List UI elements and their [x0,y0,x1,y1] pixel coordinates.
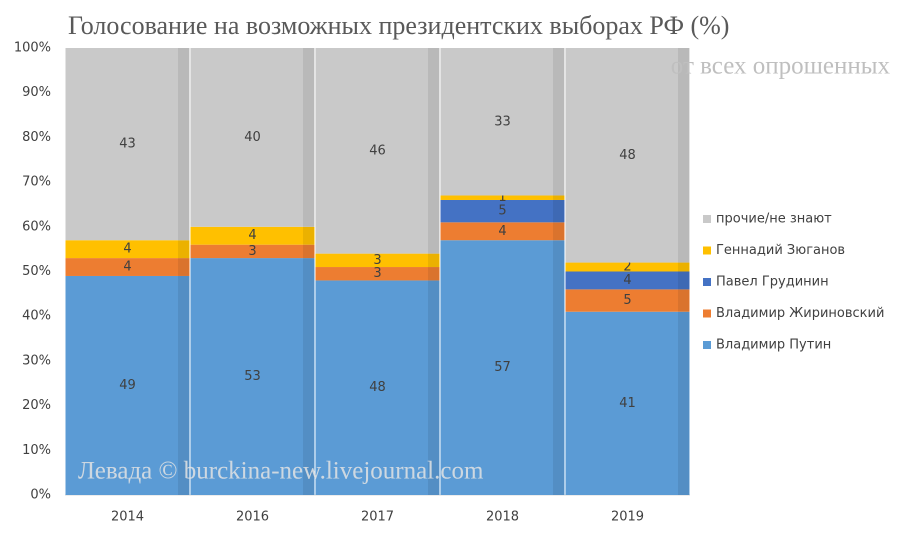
bar-segment [440,48,565,196]
bar-shade [303,244,314,259]
bar-segment [190,48,315,227]
bar-shade [303,48,314,227]
bar-shade [428,280,439,495]
data-label: 46 [369,143,386,158]
data-label: 4 [248,228,256,243]
bar-segment [565,311,690,495]
watermark: Левада © burckina-new.livejournal.com [78,458,484,485]
bar-segment [315,48,440,254]
legend-label: Владимир Жириновский [716,306,884,321]
bar-segment [65,240,190,259]
bar-shade [553,48,564,196]
bar-segment [65,48,190,241]
bar-segment [440,222,565,241]
bar-segment [565,262,690,272]
data-label: 3 [373,266,381,281]
bar-segment [315,280,440,495]
legend-swatch [703,215,711,223]
bar-segment [315,253,440,268]
bar-segment [565,271,690,290]
bar-shade [678,271,689,290]
bar-shade [428,48,439,254]
data-label: 48 [369,380,386,395]
data-label: 5 [498,204,506,219]
chart-title: Голосование на возможных президентских в… [68,11,729,40]
bar-shade [178,258,189,276]
bar-segment [315,267,440,281]
bar-segment [65,275,190,495]
data-label: 53 [244,369,261,384]
y-tick-label: 80% [22,130,51,145]
plot-area: 0%10%20%30%40%50%60%70%80%90%100%4944432… [14,41,885,525]
y-tick-label: 40% [22,309,51,324]
data-label: 5 [623,293,631,308]
data-label: 4 [498,224,506,239]
legend-swatch [703,309,711,318]
bar-segment [565,289,690,312]
y-tick-label: 50% [22,264,51,279]
legend-label: Геннадий Зюганов [716,243,845,258]
bar-shade [553,222,564,241]
data-label: 57 [494,360,511,375]
data-label: 40 [244,130,261,145]
bar-shade [553,195,564,200]
bar-segment [190,258,315,495]
bar-segment [190,244,315,259]
y-tick-label: 0% [30,488,51,503]
data-label: 4 [123,242,131,257]
y-tick-label: 70% [22,175,51,190]
bar-segment [440,240,565,495]
data-label: 43 [119,137,136,152]
legend-label: прочие/не знают [716,212,832,227]
y-tick-label: 10% [22,443,51,458]
y-tick-label: 60% [22,219,51,234]
legend-swatch [703,278,711,286]
bar-segment [190,226,315,245]
bar-shade [678,48,689,263]
bar-shade [428,253,439,268]
data-label: 33 [494,114,511,129]
y-tick-label: 20% [22,398,51,413]
bar-shade [178,48,189,241]
bar-shade [428,267,439,281]
x-tick-label: 2019 [611,510,644,525]
bar-shade [303,258,314,495]
legend-swatch [703,246,711,255]
x-tick-label: 2016 [236,510,269,525]
bar-shade [678,289,689,312]
bar-shade [178,240,189,259]
bar-segment [565,48,690,263]
bar-shade [678,311,689,495]
x-tick-label: 2017 [361,510,394,525]
bar-segment [65,258,190,276]
legend-label: Владимир Путин [716,338,831,353]
bar-shade [553,199,564,223]
x-tick-label: 2018 [486,510,519,525]
data-label: 48 [619,148,636,163]
bar-shade [303,226,314,245]
y-tick-label: 90% [22,85,51,100]
bar-shade [178,275,189,495]
data-label: 4 [623,273,631,288]
data-label: 4 [123,260,131,275]
y-tick-label: 30% [22,353,51,368]
bar-shade [553,240,564,495]
chart-subtitle: от всех опрошенных [671,53,891,80]
legend-label: Павел Грудинин [716,275,829,290]
data-label: 49 [119,378,136,393]
data-label: 3 [248,244,256,259]
data-label: 2 [623,260,631,275]
data-label: 3 [373,253,381,268]
y-tick-label: 100% [14,41,51,56]
bar-shade [678,262,689,272]
x-tick-label: 2014 [111,510,144,525]
legend-swatch [703,341,711,349]
bar-segment [440,195,565,200]
data-label: 41 [619,396,636,411]
data-label: 1 [498,190,506,205]
bar-segment [440,199,565,223]
